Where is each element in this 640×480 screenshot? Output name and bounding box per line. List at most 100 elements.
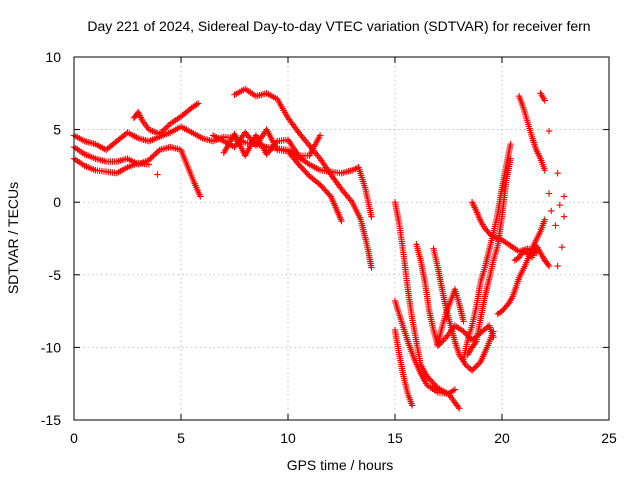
data-point [470,365,477,373]
data-point [316,132,324,139]
data-point [507,140,514,148]
data-point [556,201,563,209]
data-point [552,222,559,229]
data-point [164,123,171,130]
plot-frame [73,56,610,421]
data-point [541,257,548,264]
x-tick-label: 10 [280,430,296,446]
series-track-i [391,297,459,398]
data-point [151,151,159,158]
y-tick-label: -15 [41,412,61,428]
series-track-s [537,90,548,104]
data-point [156,130,163,138]
data-point [368,264,375,271]
data-point [541,97,548,104]
y-tick-label: -10 [41,339,61,355]
data-point [503,302,511,309]
series-scattered [154,127,568,270]
series-track-b [70,143,204,200]
data-point [460,328,467,335]
data-point [147,155,154,162]
data-point [408,402,416,409]
data-point [471,364,479,371]
data-point [154,148,162,155]
data-point [544,261,552,268]
series-track-r [515,93,548,174]
series-track-l [430,245,497,374]
data-point [545,262,553,270]
y-axis-label: SDTVAR / TECUs [5,182,21,294]
data-point [545,127,553,135]
data-point [560,213,568,220]
data-point [438,338,446,345]
data-point [525,251,533,258]
data-point [507,155,514,162]
series-track-t [511,242,553,270]
series-track-p [468,199,540,257]
data-point [315,180,322,187]
data-point [145,161,153,168]
x-axis-label: GPS time / hours [287,457,394,473]
data-point [468,367,476,374]
axis-ticks [73,56,610,421]
data-point [162,124,169,132]
data-point [368,213,375,220]
data-point [541,167,548,174]
data-point [157,129,165,136]
data-point [554,169,561,177]
series-track-e [231,85,375,271]
series-track-h [391,199,463,412]
x-tick-label: 20 [494,430,510,446]
data-point [461,329,469,337]
data-point [154,171,161,178]
data-point [558,244,566,251]
x-tick-label: 25 [601,430,617,446]
data-point [456,405,463,412]
data-point [490,328,497,335]
data-point [460,318,467,325]
y-tick-label: 0 [53,194,61,210]
data-point [165,122,172,129]
y-tick-label: 5 [53,122,61,138]
data-point [148,153,156,161]
data-point [473,363,480,370]
data-point [454,403,462,411]
data-points [70,85,568,412]
series-track-m [434,286,467,348]
data-point [150,152,157,159]
data-point [524,249,531,257]
x-tick-label: 0 [70,430,78,446]
data-point [451,386,459,393]
data-point [474,361,481,369]
series-track-o [464,155,514,358]
y-tick-label: -5 [49,267,62,283]
data-point [472,339,479,347]
series-track-n [460,140,514,363]
series-track-j [391,326,416,409]
y-tick-labels: -15 -10 -5 0 5 10 [41,49,61,428]
data-point [197,193,204,200]
data-point [560,193,568,200]
data-point [465,364,473,371]
series-track-d [130,100,202,138]
data-point [194,100,202,107]
data-point [554,262,561,270]
data-point [326,191,333,199]
data-point [548,207,555,215]
chart-title: Day 221 of 2024, Sidereal Day-to-day VTE… [87,18,590,34]
x-tick-labels: 0 5 10 15 20 25 [70,430,617,446]
data-point [304,171,312,178]
data-point [159,127,166,135]
data-point [153,149,160,157]
data-point [541,216,548,223]
data-point [475,360,483,367]
x-tick-label: 5 [177,430,185,446]
series-track-g [220,130,324,159]
series-track-c [70,155,153,177]
data-point [545,190,553,197]
grid-lines [74,57,609,420]
data-point [338,217,345,225]
x-tick-label: 15 [387,430,403,446]
data-point [160,126,168,133]
